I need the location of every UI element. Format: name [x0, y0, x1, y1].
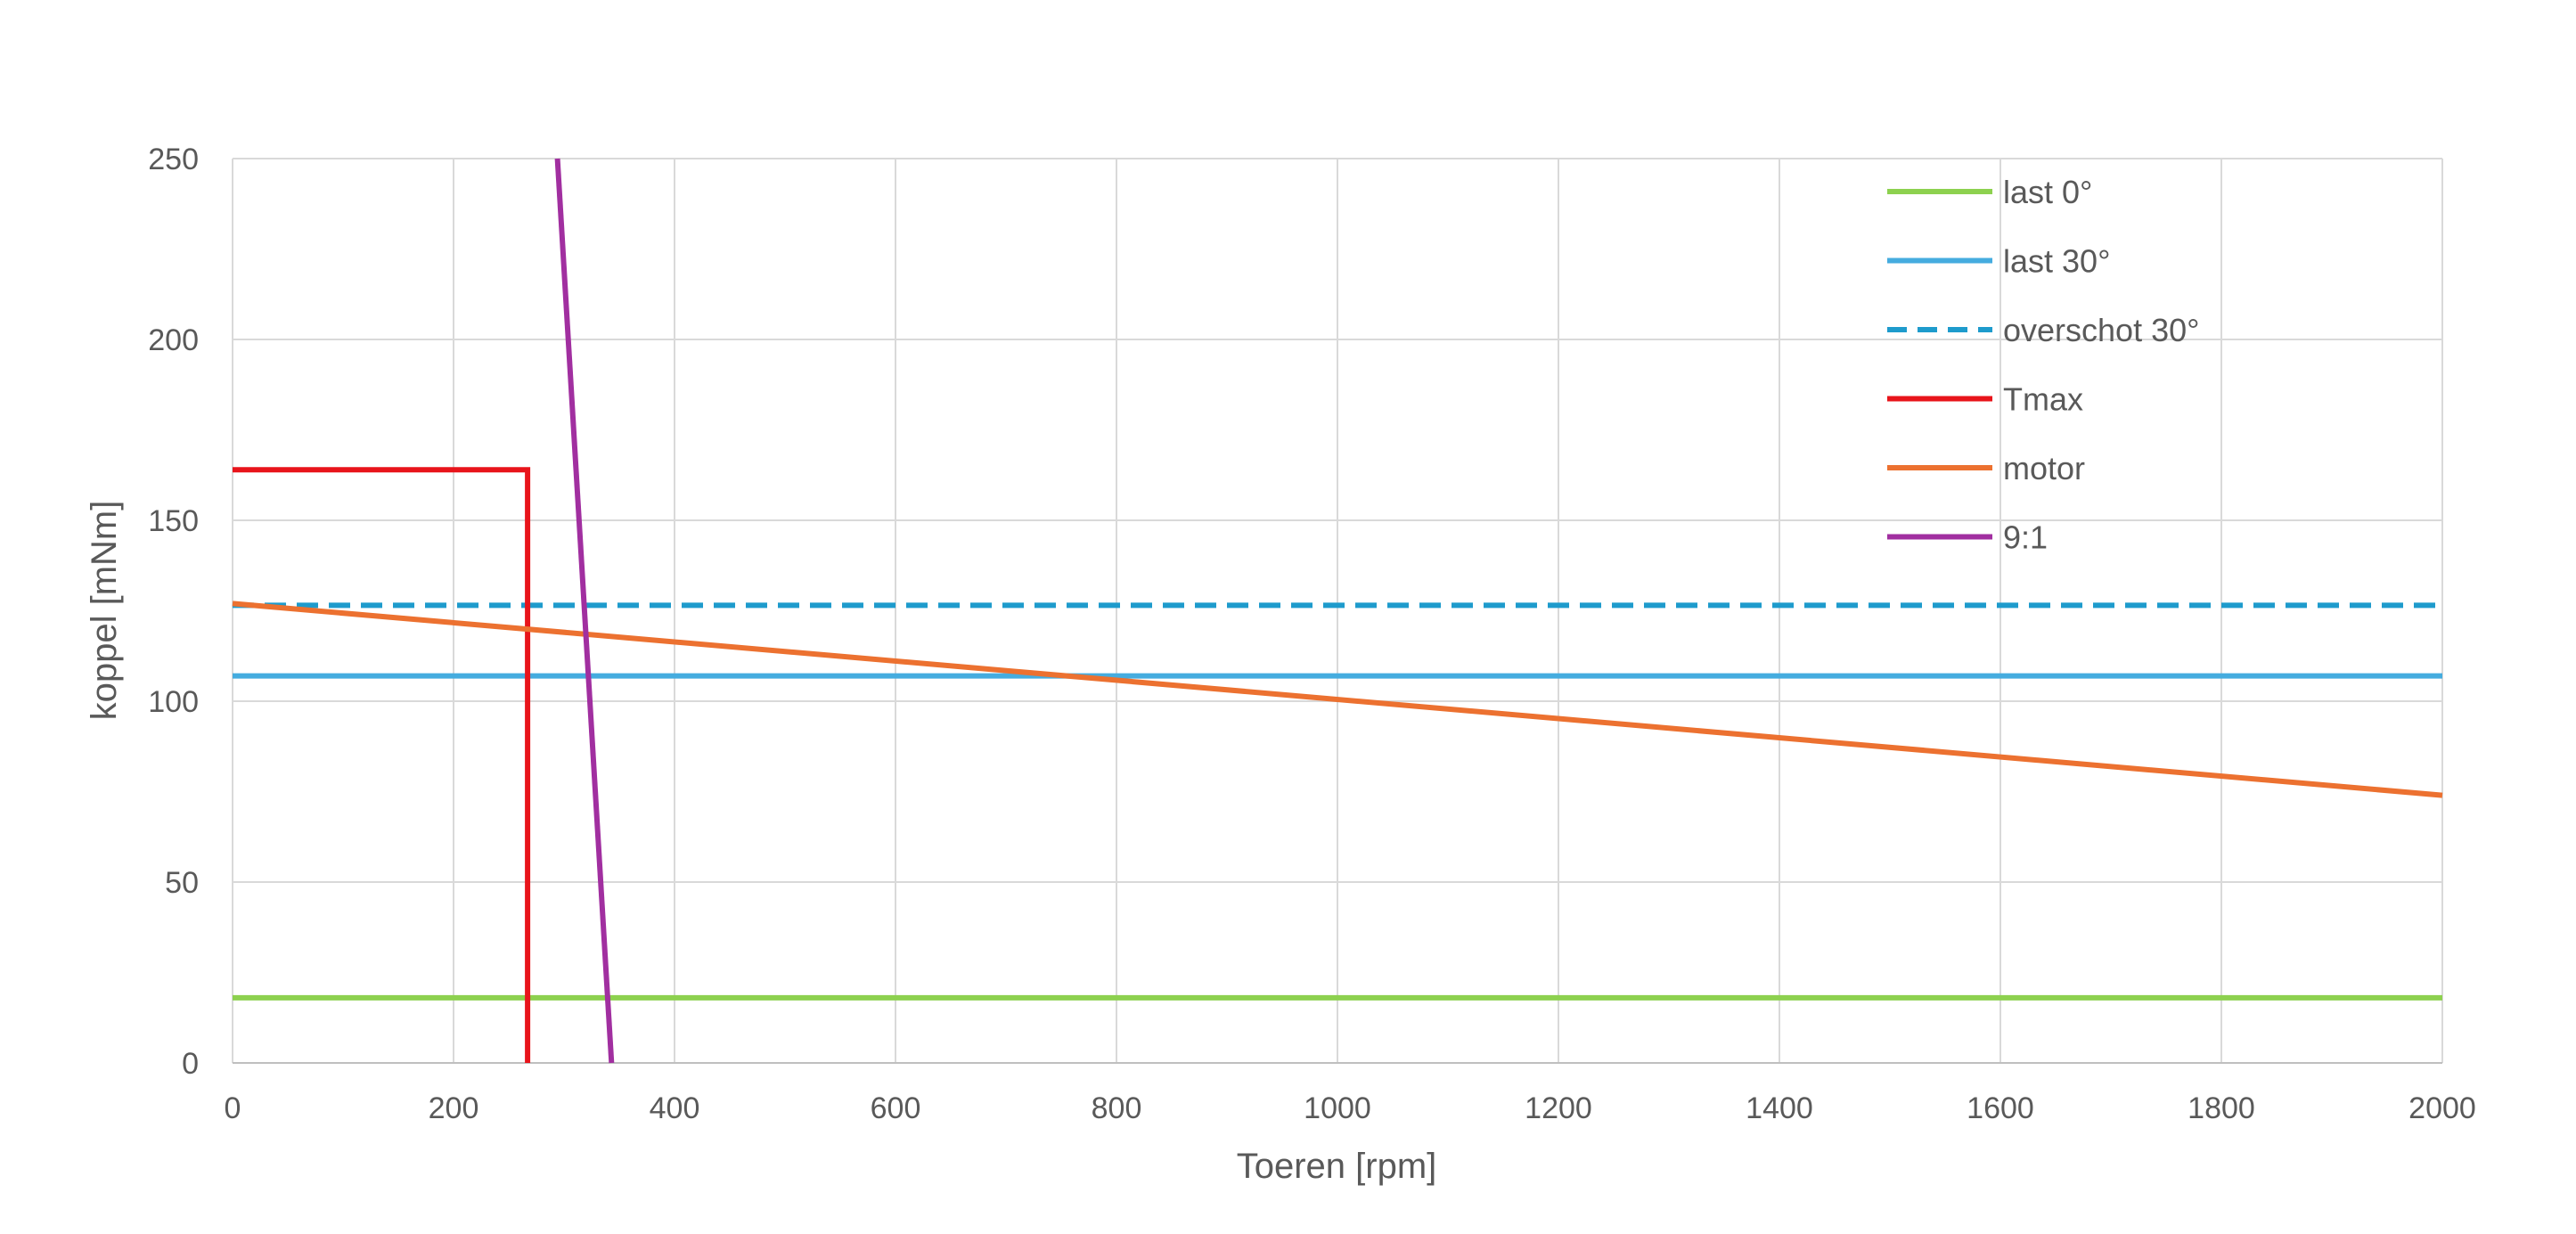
- legend-label-6: 9:1: [2003, 519, 2048, 556]
- legend-label-1: last 0°: [2003, 174, 2092, 210]
- x-tick-label: 800: [1092, 1091, 1142, 1125]
- y-tick-label: 200: [148, 323, 199, 357]
- x-tick-label: 1200: [1525, 1091, 1592, 1125]
- x-axis-title: Toeren [rpm]: [1237, 1147, 1437, 1186]
- x-tick-label: 1000: [1304, 1091, 1371, 1125]
- y-tick-label: 100: [148, 685, 199, 719]
- series-line-6: [554, 158, 615, 1064]
- y-tick-label: 50: [165, 866, 199, 900]
- y-tick-label: 0: [182, 1047, 199, 1081]
- x-tick-labels: 0 200 400 600 800 1000 1200 1400 1600 1800 2000: [225, 1091, 2476, 1125]
- legend: last 0° last 30° overschot 30° Tmax motor 9:1: [1887, 174, 2200, 556]
- series-line-5: [232, 601, 2443, 798]
- x-tick-label: 1800: [2188, 1091, 2255, 1125]
- legend-label-2: last 30°: [2003, 243, 2110, 280]
- x-tick-label: 200: [429, 1091, 479, 1125]
- legend-label-5: motor: [2003, 450, 2085, 486]
- x-tick-label: 2000: [2408, 1091, 2476, 1125]
- y-tick-label: 250: [148, 143, 199, 176]
- x-tick-label: 600: [871, 1091, 921, 1125]
- x-tick-label: 1400: [1746, 1091, 1813, 1125]
- legend-label-4: Tmax: [2003, 381, 2083, 418]
- y-tick-labels: 0 50 100 150 200 250: [148, 143, 199, 1081]
- legend-label-3: overschot 30°: [2003, 312, 2200, 348]
- x-tick-label: 400: [650, 1091, 700, 1125]
- x-tick-label: 1600: [1967, 1091, 2034, 1125]
- series-line-4: [233, 467, 531, 1063]
- y-tick-label: 150: [148, 504, 199, 538]
- series-layer: [232, 158, 2443, 1064]
- y-axis-title: koppel [mNm]: [85, 501, 124, 721]
- x-tick-label: 0: [225, 1091, 241, 1125]
